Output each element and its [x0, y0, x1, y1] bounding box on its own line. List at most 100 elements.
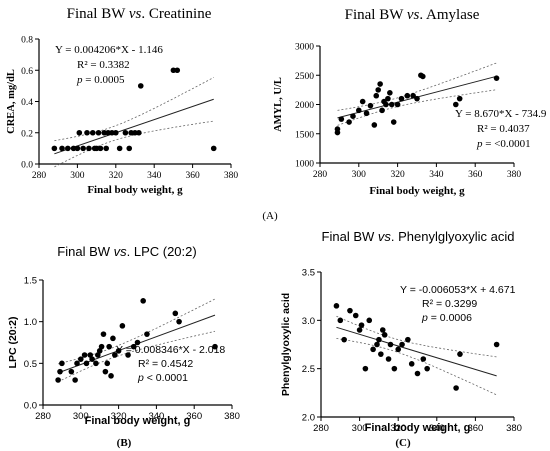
y-tick-label: 3.5	[302, 268, 315, 279]
x-tick-label: 380	[224, 171, 239, 181]
y-axis-label: Phenylglyoxylic acid	[280, 293, 292, 396]
data-point	[87, 352, 94, 358]
data-point	[80, 145, 86, 152]
data-point	[83, 360, 90, 367]
y-tick-label: 2.0	[302, 413, 315, 424]
x-tick-label: 320	[109, 171, 124, 181]
data-point	[57, 368, 63, 375]
data-point	[377, 81, 383, 87]
data-point	[104, 360, 111, 367]
regression-annotation: R² = 0.3299	[422, 298, 477, 310]
x-tick-label: 320	[111, 411, 127, 422]
confidence-band-lower	[336, 338, 497, 396]
regression-annotation: Y = 0.004206*X - 1.146	[55, 44, 163, 56]
y-axis-label: AMYL, U/L	[273, 77, 284, 132]
confidence-band-upper	[337, 62, 497, 111]
chart-title-part: . LPC (20:2)	[127, 244, 197, 259]
x-tick-label: 360	[467, 423, 483, 434]
data-point	[122, 129, 129, 136]
data-point	[337, 317, 344, 324]
data-point	[101, 129, 108, 136]
y-tick-label: 0.0	[21, 161, 33, 171]
data-point	[362, 365, 369, 372]
panel-label-b: (B)	[117, 437, 132, 449]
data-point	[493, 75, 500, 81]
y-tick-label: 2.5	[302, 364, 315, 375]
data-point	[96, 348, 103, 354]
data-point	[410, 92, 416, 99]
data-point	[387, 341, 394, 348]
y-tick-label: 0.5	[24, 359, 37, 370]
chart-title-part: Final BW	[67, 6, 129, 22]
x-axis-label: Final body weight, g	[369, 185, 465, 197]
data-point	[109, 129, 115, 136]
chart-title-part: vs	[407, 7, 420, 23]
data-point	[338, 116, 345, 122]
y-tick-label: 0.4	[21, 98, 33, 108]
data-point	[106, 343, 112, 350]
data-point	[493, 341, 500, 348]
data-point	[136, 129, 142, 136]
data-point	[367, 102, 374, 109]
data-point	[414, 95, 420, 102]
chart-lpc: Final BW vs. LPC (20:2) 280 300 320 340 360 38…	[7, 244, 240, 427]
data-point	[347, 307, 353, 314]
data-point	[352, 312, 359, 319]
data-point	[51, 145, 58, 152]
data-point	[132, 129, 138, 136]
x-tick-label: 300	[70, 171, 85, 181]
chart-creatinine: Final BW vs. Creatinine 280 300 320 340 360 38…	[6, 6, 238, 196]
x-tick-label: 320	[390, 170, 405, 180]
data-point	[363, 110, 370, 117]
x-tick-label: 340	[148, 411, 164, 422]
x-axis-label: Final body weight, g	[365, 422, 471, 434]
data-point	[341, 336, 347, 343]
data-point	[457, 351, 463, 357]
data-point	[395, 346, 402, 353]
regression-annotation: p < 0.0001	[137, 372, 188, 384]
chart-title: Final BW vs. Phenylglyoxylic acid	[322, 229, 515, 244]
y-tick-label: 3.0	[302, 316, 315, 327]
data-point	[390, 119, 397, 125]
x-tick-label: 380	[506, 423, 522, 434]
y-tick-label: 0.8	[21, 36, 33, 46]
data-point	[108, 373, 114, 379]
x-tick-label: 320	[390, 423, 406, 434]
confidence-band-lower	[54, 120, 214, 168]
data-point	[59, 360, 65, 367]
x-tick-label: 360	[468, 170, 483, 180]
p-symbol: p	[76, 74, 83, 86]
y-axis-label: LPC (20:2)	[7, 317, 19, 369]
data-point	[68, 368, 75, 375]
regression-annotation: p = 0.0005	[76, 74, 125, 86]
x-tick-label: 340	[429, 423, 445, 434]
x-axis-label: Final body weight, g	[87, 184, 183, 196]
x-tick-label: 300	[352, 170, 367, 180]
data-point	[113, 129, 119, 136]
data-point	[424, 365, 430, 372]
x-tick-label: 360	[185, 171, 200, 181]
data-point	[93, 145, 100, 152]
data-point	[333, 303, 340, 309]
data-point	[376, 336, 382, 343]
data-point	[86, 145, 92, 152]
chart-title-part: vs	[129, 6, 142, 22]
chart-phenylglyoxylic-acid: Final BW vs. Phenylglyoxylic acid 280 300 3…	[280, 229, 522, 434]
data-point	[115, 348, 122, 354]
regression-annotation: R² = 0.4542	[138, 358, 193, 370]
p-symbol: p	[476, 138, 483, 150]
data-point	[76, 129, 83, 136]
y-tick-label: 1500	[295, 130, 314, 140]
data-point	[374, 341, 380, 348]
data-point	[373, 92, 380, 99]
p-symbol: p	[137, 372, 144, 384]
data-point	[381, 332, 388, 338]
chart-title-part: vs	[378, 229, 392, 244]
x-tick-label: 380	[507, 170, 522, 180]
x-tick-label: 380	[224, 411, 240, 422]
data-point	[383, 101, 389, 108]
p-value: = <0.0001	[483, 138, 531, 150]
y-tick-label: 1.0	[24, 317, 37, 328]
data-point	[379, 327, 386, 333]
data-point	[359, 98, 366, 105]
